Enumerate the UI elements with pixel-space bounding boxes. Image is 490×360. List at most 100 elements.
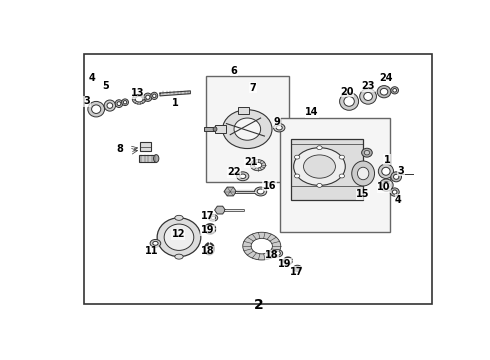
Circle shape (250, 159, 266, 171)
Ellipse shape (360, 89, 376, 104)
Circle shape (153, 242, 158, 245)
Ellipse shape (104, 100, 116, 111)
Polygon shape (224, 187, 236, 196)
Ellipse shape (340, 93, 359, 110)
Ellipse shape (175, 215, 183, 220)
Circle shape (209, 215, 218, 221)
Bar (140, 143, 151, 151)
Ellipse shape (391, 172, 401, 182)
Text: 12: 12 (172, 229, 185, 239)
Ellipse shape (151, 92, 158, 99)
Text: 6: 6 (231, 66, 238, 76)
Ellipse shape (213, 127, 217, 131)
Ellipse shape (152, 94, 156, 98)
Text: 5: 5 (103, 81, 109, 91)
Bar (139, 155, 156, 162)
Circle shape (251, 238, 272, 254)
Text: 24: 24 (379, 73, 392, 83)
Text: 15: 15 (356, 189, 370, 199)
Ellipse shape (153, 155, 159, 162)
Ellipse shape (393, 89, 396, 92)
Ellipse shape (377, 86, 391, 98)
Ellipse shape (123, 100, 127, 104)
Circle shape (254, 187, 267, 196)
Text: 9: 9 (273, 117, 280, 127)
Bar (206, 76, 289, 182)
Ellipse shape (352, 161, 374, 186)
Ellipse shape (390, 188, 399, 196)
Circle shape (237, 172, 249, 181)
Circle shape (317, 146, 322, 150)
Ellipse shape (144, 93, 152, 102)
Text: 7: 7 (249, 82, 256, 93)
Ellipse shape (362, 148, 372, 157)
Text: 3: 3 (84, 96, 91, 107)
Circle shape (243, 232, 281, 260)
Circle shape (135, 96, 143, 102)
Ellipse shape (115, 100, 123, 108)
Text: 1: 1 (172, 98, 178, 108)
Circle shape (294, 174, 300, 178)
Ellipse shape (380, 88, 388, 95)
Circle shape (211, 216, 216, 220)
Bar (84, 54, 432, 304)
Ellipse shape (391, 87, 398, 94)
Text: 2: 2 (254, 298, 264, 312)
Circle shape (294, 155, 300, 159)
Ellipse shape (92, 105, 101, 113)
Circle shape (294, 148, 345, 185)
Ellipse shape (107, 103, 113, 108)
Text: 18: 18 (200, 246, 214, 256)
Polygon shape (160, 91, 190, 96)
Text: 4: 4 (89, 73, 96, 83)
Ellipse shape (393, 174, 399, 179)
Bar (215, 125, 226, 133)
Circle shape (317, 184, 322, 187)
Circle shape (254, 162, 262, 168)
Bar (238, 107, 249, 114)
Ellipse shape (146, 95, 150, 99)
Circle shape (295, 267, 300, 270)
Ellipse shape (175, 254, 183, 259)
Ellipse shape (382, 167, 390, 175)
Text: 1: 1 (384, 155, 391, 165)
Circle shape (276, 126, 282, 130)
Ellipse shape (117, 102, 121, 105)
Circle shape (303, 155, 336, 178)
Text: 17: 17 (201, 211, 214, 221)
Ellipse shape (364, 93, 372, 100)
Ellipse shape (88, 102, 104, 117)
Ellipse shape (364, 150, 369, 155)
Ellipse shape (383, 182, 390, 189)
Text: 23: 23 (361, 81, 375, 91)
Circle shape (273, 250, 283, 257)
Text: 4: 4 (395, 195, 402, 205)
Ellipse shape (392, 190, 397, 194)
Circle shape (273, 123, 285, 132)
Circle shape (132, 94, 146, 104)
Ellipse shape (222, 110, 272, 149)
Polygon shape (215, 206, 225, 214)
Text: 16: 16 (263, 181, 276, 191)
Text: 22: 22 (227, 167, 241, 177)
Bar (291, 139, 363, 200)
Circle shape (339, 174, 344, 178)
Ellipse shape (378, 164, 393, 179)
Text: 18: 18 (265, 250, 279, 260)
Text: 21: 21 (245, 157, 258, 167)
Text: 19: 19 (201, 225, 214, 235)
Circle shape (240, 174, 246, 179)
Ellipse shape (164, 224, 194, 251)
Bar (280, 118, 390, 232)
Circle shape (150, 239, 161, 247)
Ellipse shape (379, 179, 393, 191)
Text: 13: 13 (130, 88, 144, 98)
Text: 17: 17 (290, 267, 303, 277)
Text: 10: 10 (377, 183, 391, 192)
Ellipse shape (357, 167, 369, 180)
Circle shape (339, 155, 344, 159)
Text: 11: 11 (145, 246, 158, 256)
Circle shape (294, 265, 302, 271)
Ellipse shape (344, 96, 354, 106)
Bar (204, 127, 215, 131)
